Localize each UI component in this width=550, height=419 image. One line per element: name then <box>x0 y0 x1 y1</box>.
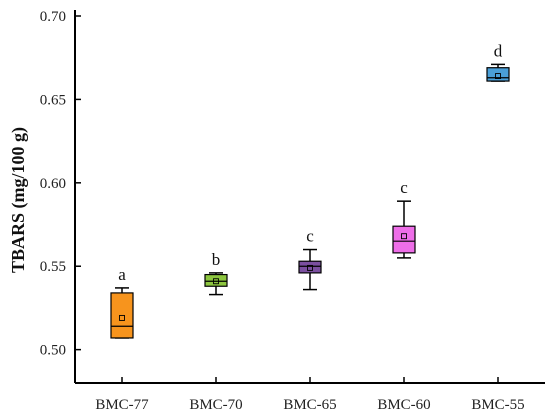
x-tick-label: BMC-65 <box>283 397 336 413</box>
box-bmc-77: a <box>110 265 134 339</box>
mean-marker <box>307 264 313 271</box>
y-tick-label: 0.70 <box>40 9 66 25</box>
y-tick-label: 0.60 <box>40 176 66 192</box>
box-bmc-55: d <box>486 41 510 82</box>
y-tick-label: 0.55 <box>40 259 66 275</box>
significance-letter: b <box>212 250 221 269</box>
y-tick-label: 0.65 <box>40 92 66 108</box>
iqr-box <box>204 273 228 287</box>
x-tick-label: BMC-77 <box>95 397 149 413</box>
x-tick-label: BMC-55 <box>471 397 524 413</box>
box-bmc-70: b <box>204 250 228 296</box>
box-bmc-60: c <box>392 178 416 259</box>
mean-marker <box>495 73 501 80</box>
significance-letter: c <box>400 178 408 197</box>
significance-letter: a <box>118 265 126 284</box>
iqr-box <box>392 225 416 254</box>
y-tick-label: 0.50 <box>40 343 66 359</box>
y-axis-ticks: 0.50 0.55 0.60 0.65 0.70 <box>40 9 81 359</box>
significance-letter: c <box>306 227 314 246</box>
mean-marker <box>401 233 407 240</box>
box-series: a b c c d <box>110 41 510 339</box>
significance-letter: d <box>494 41 503 60</box>
y-axis-label: TBARS (mg/100 g) <box>8 127 29 273</box>
x-tick-label: BMC-70 <box>189 397 242 413</box>
x-axis-ticks: BMC-77 BMC-70 BMC-65 BMC-60 BMC-55 <box>95 377 525 413</box>
axes <box>74 10 545 384</box>
iqr-box <box>298 260 322 274</box>
box-bmc-65: c <box>298 227 322 291</box>
x-tick-label: BMC-60 <box>377 397 430 413</box>
iqr-box <box>486 67 510 82</box>
mean-marker <box>213 278 219 285</box>
mean-marker <box>119 314 125 321</box>
